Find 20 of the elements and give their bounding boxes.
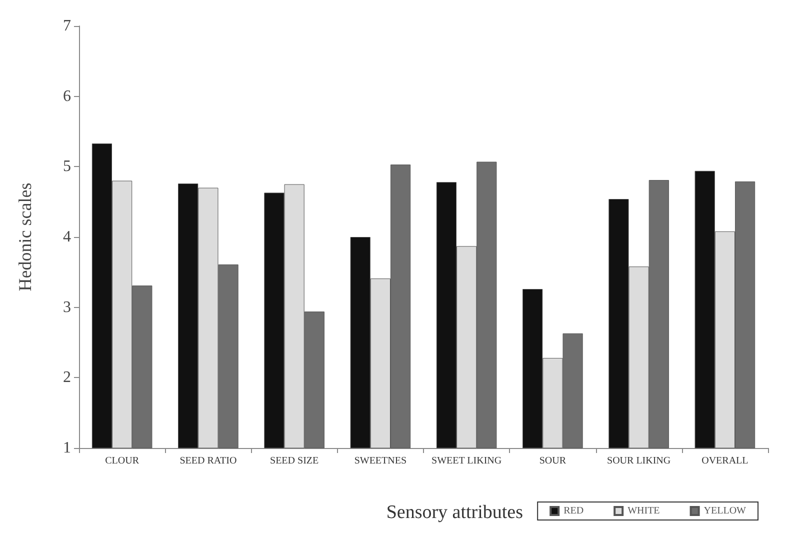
y-axis-title: Hedonic scales bbox=[15, 182, 35, 292]
y-tick-label: 3 bbox=[63, 298, 71, 316]
x-tick-label: CLOUR bbox=[105, 456, 140, 466]
y-tick-label: 6 bbox=[63, 88, 71, 105]
y-tick-label: 5 bbox=[63, 158, 71, 176]
x-tick-label: SOUR bbox=[539, 456, 566, 466]
y-tick-label: 1 bbox=[63, 440, 71, 456]
y-tick-label: 7 bbox=[63, 18, 71, 34]
x-axis-title: Sensory attributes bbox=[386, 502, 524, 523]
legend-label: WHITE bbox=[628, 506, 660, 516]
legend-label: RED bbox=[564, 506, 584, 516]
legend-label: YELLOW bbox=[704, 506, 747, 516]
y-tick-label: 4 bbox=[63, 228, 71, 246]
x-tick-label: SWEET LIKING bbox=[432, 456, 502, 466]
x-tick-label: SOUR LIKING bbox=[607, 456, 671, 466]
y-tick-label: 2 bbox=[63, 369, 71, 386]
x-tick-label: SEED RATIO bbox=[180, 456, 237, 466]
x-tick-label: SWEETNES bbox=[354, 456, 407, 466]
x-tick-label: SEED SIZE bbox=[270, 456, 319, 466]
x-tick-label: OVERALL bbox=[702, 456, 748, 466]
